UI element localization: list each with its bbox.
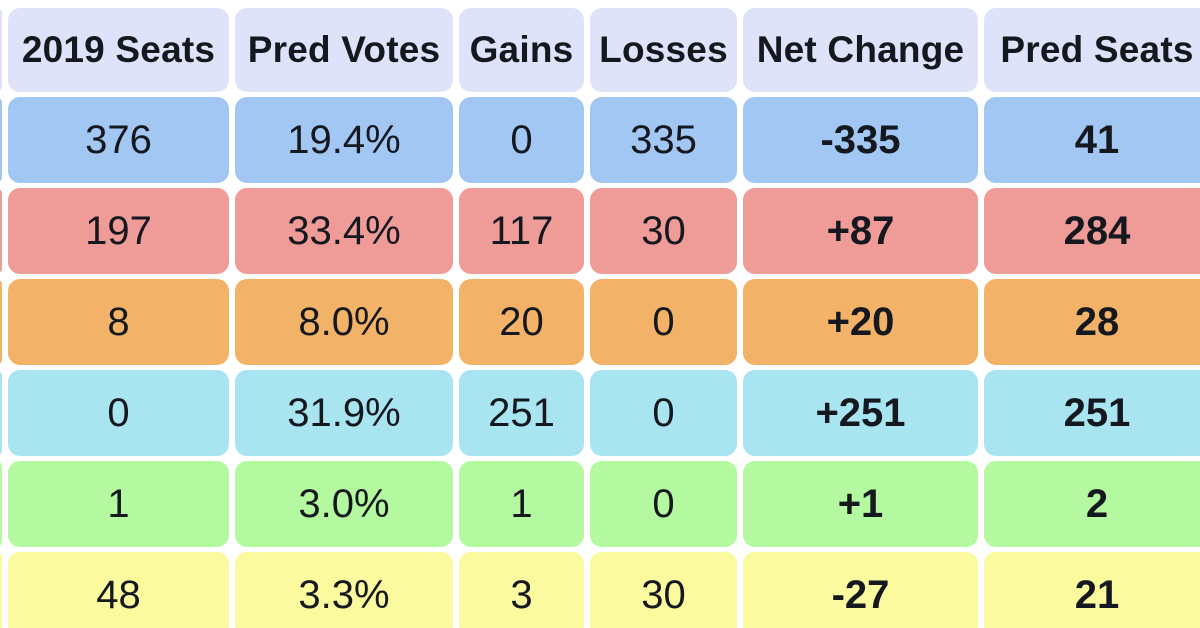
cell-red-2019-seats: 197	[8, 188, 229, 274]
cell-orange-pred-seats: 28	[984, 279, 1200, 365]
cell-green-gains: 1	[459, 461, 584, 547]
cell-blue-losses: 335	[590, 97, 737, 183]
cell-blue-pred-votes: 19.4%	[235, 97, 453, 183]
cell-blue-gains: 0	[459, 97, 584, 183]
cell-orange-gains: 20	[459, 279, 584, 365]
cell-green-pred-votes: 3.0%	[235, 461, 453, 547]
cell-blue-net-change: -335	[743, 97, 978, 183]
cutoff-column-header-cell	[0, 8, 2, 92]
column-header-2019-seats: 2019 Seats	[8, 8, 229, 92]
cell-yellow-losses: 30	[590, 552, 737, 628]
column-header-losses: Losses	[590, 8, 737, 92]
cell-red-net-change: +87	[743, 188, 978, 274]
cell-orange-net-change: +20	[743, 279, 978, 365]
cell-orange-pred-votes: 8.0%	[235, 279, 453, 365]
row-cyan-cutoff-cell	[0, 370, 2, 456]
cell-green-net-change: +1	[743, 461, 978, 547]
column-header-pred-votes: Pred Votes	[235, 8, 453, 92]
cell-cyan-net-change: +251	[743, 370, 978, 456]
column-header-pred-seats: Pred Seats	[984, 8, 1200, 92]
table-grid: 2019 Seats Pred Votes Gains Losses Net Chang…	[0, 8, 1200, 628]
cell-blue-pred-seats: 41	[984, 97, 1200, 183]
cell-cyan-gains: 251	[459, 370, 584, 456]
cell-yellow-net-change: -27	[743, 552, 978, 628]
cell-yellow-pred-seats: 21	[984, 552, 1200, 628]
cell-blue-2019-seats: 376	[8, 97, 229, 183]
cell-green-pred-seats: 2	[984, 461, 1200, 547]
row-blue-cutoff-cell	[0, 97, 2, 183]
cell-green-2019-seats: 1	[8, 461, 229, 547]
cell-red-gains: 117	[459, 188, 584, 274]
row-orange-cutoff-cell	[0, 279, 2, 365]
cell-yellow-pred-votes: 3.3%	[235, 552, 453, 628]
cell-cyan-pred-votes: 31.9%	[235, 370, 453, 456]
cell-cyan-2019-seats: 0	[8, 370, 229, 456]
cell-red-pred-seats: 284	[984, 188, 1200, 274]
cell-yellow-gains: 3	[459, 552, 584, 628]
cell-cyan-losses: 0	[590, 370, 737, 456]
cell-yellow-2019-seats: 48	[8, 552, 229, 628]
cell-red-pred-votes: 33.4%	[235, 188, 453, 274]
cell-red-losses: 30	[590, 188, 737, 274]
column-header-net-change: Net Change	[743, 8, 978, 92]
cell-orange-losses: 0	[590, 279, 737, 365]
cell-orange-2019-seats: 8	[8, 279, 229, 365]
row-yellow-cutoff-cell	[0, 552, 2, 628]
row-green-cutoff-cell	[0, 461, 2, 547]
cell-green-losses: 0	[590, 461, 737, 547]
row-red-cutoff-cell	[0, 188, 2, 274]
cell-cyan-pred-seats: 251	[984, 370, 1200, 456]
column-header-gains: Gains	[459, 8, 584, 92]
